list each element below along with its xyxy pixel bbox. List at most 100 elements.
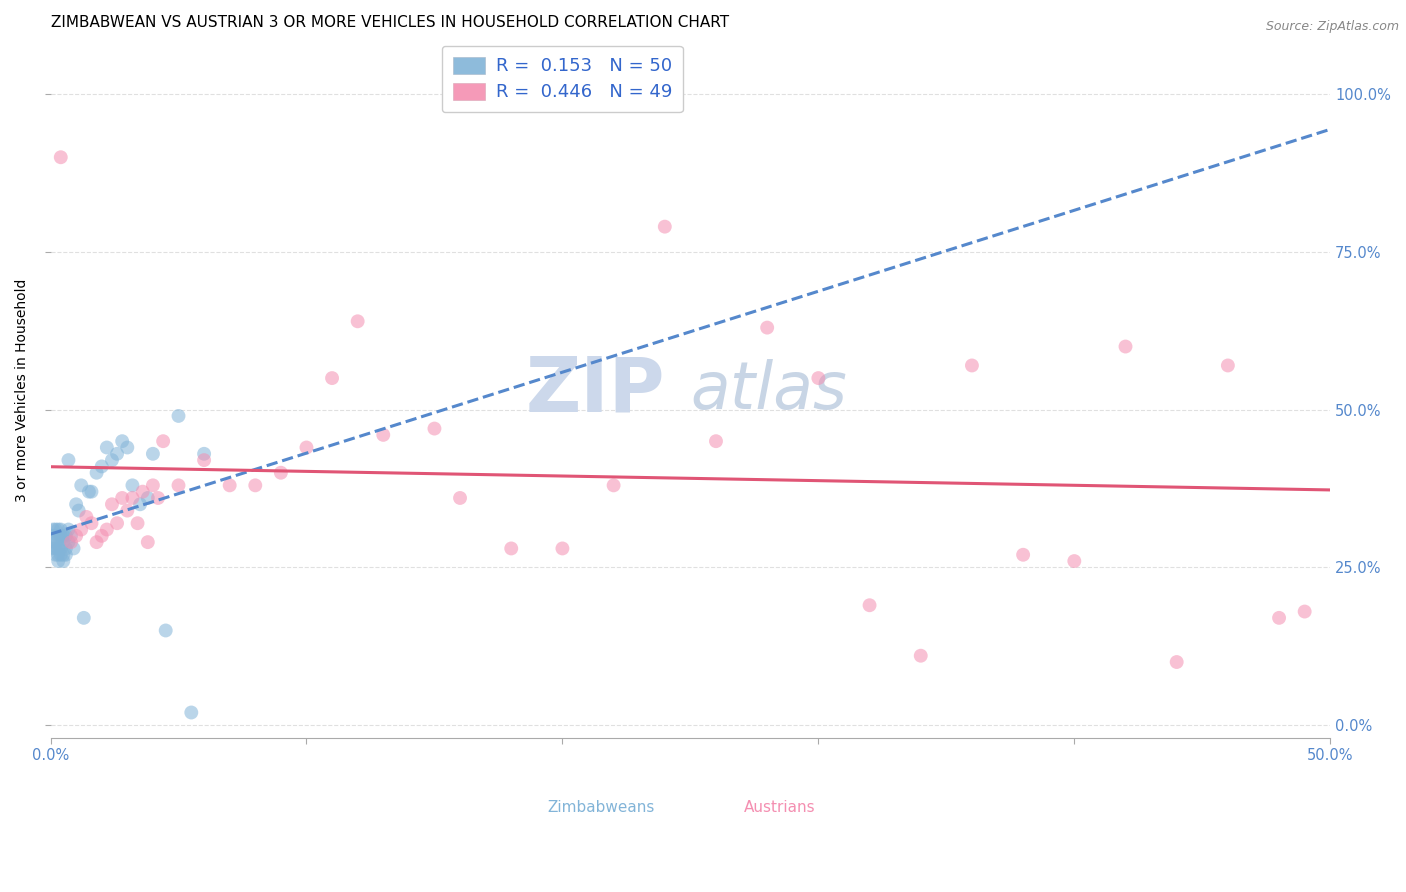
Point	[1216, 359, 1239, 373]
Point	[80, 484, 103, 499]
Text: atlas: atlas	[690, 359, 848, 423]
Point	[756, 320, 779, 334]
Point	[129, 497, 152, 511]
Point	[193, 453, 215, 467]
Point	[55, 541, 77, 556]
Point	[1063, 554, 1085, 568]
Point	[167, 409, 190, 423]
Point	[46, 529, 69, 543]
Point	[105, 447, 128, 461]
Point	[46, 523, 69, 537]
Point	[270, 466, 292, 480]
Point	[142, 447, 165, 461]
Point	[45, 523, 67, 537]
Point	[121, 478, 143, 492]
Point	[111, 491, 134, 505]
Point	[858, 599, 880, 613]
Point	[42, 523, 65, 537]
Point	[60, 529, 83, 543]
Point	[49, 523, 72, 537]
Point	[193, 447, 215, 461]
Point	[121, 491, 143, 505]
Point	[602, 478, 624, 492]
Point	[65, 497, 87, 511]
Point	[373, 428, 395, 442]
Point	[136, 535, 159, 549]
Point	[67, 503, 90, 517]
Point	[136, 491, 159, 505]
Point	[551, 541, 574, 556]
Text: Austrians: Austrians	[744, 800, 815, 815]
Point	[52, 535, 75, 549]
Text: ZIP: ZIP	[526, 354, 665, 427]
Point	[423, 421, 446, 435]
Point	[127, 516, 149, 531]
Point	[1294, 605, 1316, 619]
Point	[910, 648, 932, 663]
Point	[346, 314, 368, 328]
Point	[142, 478, 165, 492]
Point	[1115, 339, 1137, 353]
Point	[46, 541, 69, 556]
Point	[62, 541, 84, 556]
Point	[58, 523, 80, 537]
Point	[52, 529, 75, 543]
Point	[58, 535, 80, 549]
Point	[295, 441, 318, 455]
Point	[60, 535, 83, 549]
Point	[474, 87, 496, 102]
Point	[245, 478, 267, 492]
Point	[80, 516, 103, 531]
Point	[146, 491, 169, 505]
Point	[90, 459, 112, 474]
Point	[45, 535, 67, 549]
Point	[65, 529, 87, 543]
Point	[180, 706, 202, 720]
Point	[117, 441, 139, 455]
Point	[704, 434, 727, 449]
Text: Source: ZipAtlas.com: Source: ZipAtlas.com	[1265, 20, 1399, 33]
Point	[55, 529, 77, 543]
Point	[960, 359, 983, 373]
Point	[96, 441, 118, 455]
Point	[96, 523, 118, 537]
Point	[49, 548, 72, 562]
Point	[49, 529, 72, 543]
Point	[49, 150, 72, 164]
Point	[117, 503, 139, 517]
Point	[42, 535, 65, 549]
Point	[101, 453, 124, 467]
Point	[70, 523, 93, 537]
Y-axis label: 3 or more Vehicles in Household: 3 or more Vehicles in Household	[15, 279, 30, 502]
Point	[46, 554, 69, 568]
Point	[58, 453, 80, 467]
Point	[42, 529, 65, 543]
Point	[131, 484, 153, 499]
Point	[807, 371, 830, 385]
Point	[46, 548, 69, 562]
Point	[52, 554, 75, 568]
Point	[155, 624, 177, 638]
Point	[86, 466, 108, 480]
Point	[77, 484, 100, 499]
Point	[86, 535, 108, 549]
Point	[449, 491, 471, 505]
Point	[49, 541, 72, 556]
Legend: R =  0.153   N = 50, R =  0.446   N = 49: R = 0.153 N = 50, R = 0.446 N = 49	[441, 45, 683, 112]
Point	[45, 548, 67, 562]
Point	[1166, 655, 1188, 669]
Point	[1268, 611, 1291, 625]
Point	[152, 434, 174, 449]
Point	[52, 548, 75, 562]
Point	[70, 478, 93, 492]
Point	[654, 219, 676, 234]
Point	[42, 541, 65, 556]
Point	[111, 434, 134, 449]
Point	[167, 478, 190, 492]
Point	[45, 541, 67, 556]
Point	[73, 611, 96, 625]
Point	[101, 497, 124, 511]
Point	[501, 541, 523, 556]
Point	[218, 478, 240, 492]
Text: Zimbabweans: Zimbabweans	[547, 800, 655, 815]
